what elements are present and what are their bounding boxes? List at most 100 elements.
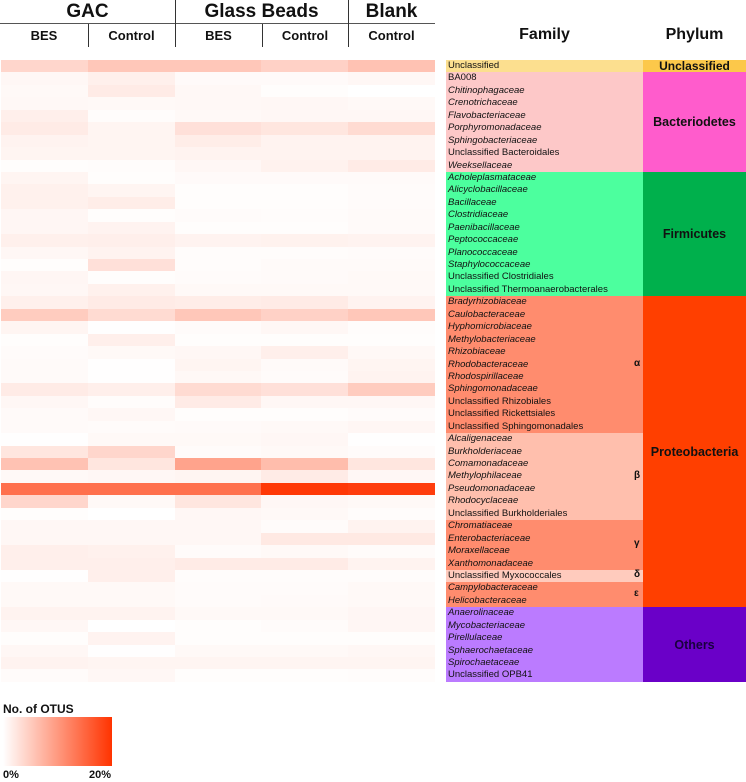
heatmap-cell (87, 234, 175, 247)
heatmap-cell (1, 283, 88, 297)
heatmap-row (1, 221, 435, 235)
heatmap-cell (1, 60, 88, 73)
heatmap-cell (1, 520, 88, 533)
heatmap-row (1, 582, 435, 595)
heatmap-cell (174, 520, 262, 533)
heatmap-cell (261, 209, 349, 222)
heatmap-cell (87, 657, 175, 670)
heatmap-cell (261, 97, 349, 110)
legend-title: No. of OTUS (3, 702, 74, 716)
family-label: Pseudomonadaceae (446, 482, 643, 496)
family-label: Planococcaceae (446, 246, 643, 259)
heatmap-cell (261, 159, 349, 172)
heatmap-cell (174, 594, 262, 608)
heatmap-row (1, 433, 435, 446)
legend-color-scale (3, 717, 112, 766)
heatmap-cell (174, 308, 262, 322)
heatmap-cell (348, 482, 435, 496)
heatmap-cell (87, 383, 175, 396)
heatmap-cell (87, 159, 175, 172)
family-label: Unclassified Rhizobiales (446, 395, 643, 409)
heatmap-row (1, 147, 435, 160)
heatmap-cell (174, 321, 262, 334)
heatmap-cell (348, 445, 435, 458)
heatmap-cell (87, 283, 175, 297)
heatmap-cell (348, 196, 435, 210)
heatmap-cell (174, 557, 262, 570)
heatmap-cell (174, 234, 262, 247)
heatmap-cell (1, 109, 88, 123)
heatmap-cell (174, 84, 262, 98)
heatmap-cell (1, 657, 88, 670)
heatmap-cell (348, 97, 435, 110)
heatmap-cell (1, 234, 88, 247)
heatmap-cell (348, 84, 435, 98)
heatmap-cell (1, 346, 88, 359)
heatmap-cell (348, 545, 435, 558)
heatmap-cell (87, 507, 175, 521)
heatmap-cell (348, 644, 435, 657)
heatmap-cell (261, 196, 349, 210)
heatmap-cell (348, 271, 435, 284)
heatmap-cell (87, 482, 175, 496)
family-label: Paenibacillaceae (446, 221, 643, 235)
family-label: Chromatiaceae (446, 520, 643, 533)
heatmap-row (1, 470, 435, 483)
heatmap-cell (87, 84, 175, 98)
heatmap-cell (174, 122, 262, 135)
heatmap-cell (174, 109, 262, 123)
heatmap-row (1, 619, 435, 633)
heatmap-cell (261, 644, 349, 657)
heatmap-row (1, 259, 435, 272)
heatmap-cell (348, 234, 435, 247)
heatmap-cell (87, 370, 175, 384)
heatmap-cell (261, 84, 349, 98)
heatmap-cell (174, 283, 262, 297)
family-label: Peptococcaceae (446, 234, 643, 247)
heatmap-cell (174, 259, 262, 272)
heatmap-cell (1, 308, 88, 322)
heatmap-cell (261, 445, 349, 458)
heatmap-cell (261, 308, 349, 322)
heatmap-cell (87, 209, 175, 222)
column-header: Control (108, 28, 155, 43)
heatmap-cell (1, 569, 88, 583)
heatmap-cell (261, 184, 349, 197)
heatmap-cell (1, 582, 88, 595)
heatmap-cell (261, 370, 349, 384)
heatmap-cell (348, 308, 435, 322)
heatmap-cell (1, 184, 88, 197)
heatmap-cell (261, 109, 349, 123)
family-label: Methylobacteriaceae (446, 333, 643, 347)
family-label: Unclassified Rickettsiales (446, 408, 643, 421)
heatmap-cell (1, 395, 88, 409)
heatmap-cell (348, 370, 435, 384)
heatmap-cell (1, 246, 88, 259)
heatmap-cell (348, 470, 435, 483)
heatmap-cell (1, 259, 88, 272)
heatmap-cell (261, 346, 349, 359)
heatmap-cell (87, 445, 175, 458)
heatmap-row (1, 370, 435, 384)
heatmap-row (1, 408, 435, 421)
heatmap-cell (87, 632, 175, 645)
heatmap-row (1, 644, 435, 657)
heatmap-cell (261, 333, 349, 347)
heatmap-cell (261, 383, 349, 396)
heatmap-cell (87, 346, 175, 359)
heatmap-cell (174, 209, 262, 222)
heatmap-cell (348, 582, 435, 595)
family-label: Chitinophagaceae (446, 84, 643, 98)
heatmap-row (1, 209, 435, 222)
heatmap-cell (1, 122, 88, 135)
heatmap-cell (1, 221, 88, 235)
heatmap-cell (261, 358, 349, 371)
heatmap-cell (174, 545, 262, 558)
heatmap-cell (348, 458, 435, 471)
heatmap-cell (87, 184, 175, 197)
heatmap-cell (174, 97, 262, 110)
heatmap-cell (174, 358, 262, 371)
heatmap-cell (174, 532, 262, 546)
heatmap-cell (261, 321, 349, 334)
heatmap-cell (174, 495, 262, 508)
